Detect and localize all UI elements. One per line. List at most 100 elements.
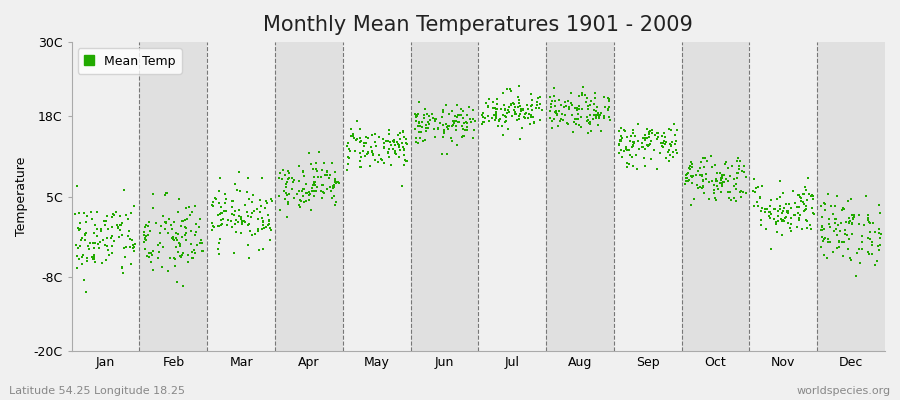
Point [72, 243, 86, 250]
Point [709, 196, 724, 203]
Point [478, 114, 492, 121]
Point [620, 134, 634, 140]
Point [308, 179, 322, 186]
Point [628, 152, 643, 158]
Point [796, 200, 811, 207]
Point [400, 158, 414, 164]
Point [562, 106, 576, 112]
Point [778, 215, 793, 222]
Point [660, 154, 674, 161]
Point [713, 180, 727, 186]
Point [415, 124, 429, 131]
Point [87, 240, 102, 246]
Point [281, 200, 295, 207]
Point [581, 120, 596, 126]
Point [152, 249, 166, 255]
Point [413, 135, 428, 142]
Point [280, 192, 294, 198]
Point [123, 209, 138, 216]
Point [306, 180, 320, 186]
Point [347, 148, 362, 154]
Point [477, 119, 491, 125]
Point [501, 126, 516, 132]
Point [855, 239, 869, 246]
Point [505, 113, 519, 120]
Point [592, 114, 607, 120]
Point [504, 101, 518, 107]
Point [544, 100, 558, 107]
Point [818, 207, 832, 213]
Point [279, 181, 293, 187]
Point [375, 136, 390, 142]
Point [874, 231, 888, 237]
Point [826, 210, 841, 217]
Point [842, 254, 857, 261]
Point [709, 178, 724, 184]
Point [260, 222, 274, 228]
Point [364, 148, 379, 154]
Point [418, 125, 433, 131]
Point [817, 200, 832, 206]
Point [214, 209, 229, 216]
Point [795, 226, 809, 233]
Point [552, 108, 566, 114]
Point [546, 93, 561, 99]
Point [86, 240, 100, 246]
Point [235, 221, 249, 227]
Point [127, 244, 141, 250]
Point [580, 130, 595, 136]
Point [71, 210, 86, 216]
Point [364, 132, 379, 138]
Point [101, 246, 115, 253]
Point [602, 98, 616, 104]
Point [690, 185, 705, 191]
Point [73, 226, 87, 232]
Point [792, 204, 806, 211]
Point [274, 170, 288, 176]
Point [124, 261, 139, 267]
Point [228, 220, 242, 227]
Point [873, 242, 887, 248]
Point [395, 129, 410, 136]
Point [115, 232, 130, 239]
Point [328, 176, 342, 182]
Point [641, 143, 655, 150]
Point [651, 130, 665, 136]
Point [588, 90, 602, 96]
Point [612, 142, 626, 148]
Point [260, 200, 274, 206]
Point [212, 239, 226, 246]
Point [635, 144, 650, 150]
Point [286, 177, 301, 184]
Point [638, 145, 652, 152]
Point [729, 198, 743, 204]
Point [797, 184, 812, 190]
Point [438, 102, 453, 108]
Point [683, 163, 698, 170]
Point [397, 146, 411, 152]
Point [832, 228, 847, 234]
Point [141, 219, 156, 226]
Point [182, 204, 196, 210]
Point [511, 94, 526, 100]
Bar [614, 42, 681, 351]
Point [327, 183, 341, 190]
Point [160, 268, 175, 274]
Point [647, 132, 662, 138]
Point [350, 118, 365, 124]
Point [613, 138, 627, 144]
Point [446, 122, 460, 128]
Text: worldspecies.org: worldspecies.org [796, 386, 891, 396]
Point [436, 134, 450, 140]
Point [725, 162, 740, 169]
Point [709, 170, 724, 176]
Point [110, 222, 124, 228]
Point [683, 166, 698, 173]
Point [489, 113, 503, 120]
Point [214, 217, 229, 223]
Point [272, 193, 286, 199]
Point [441, 123, 455, 129]
Point [527, 120, 542, 126]
Point [697, 164, 711, 170]
Point [212, 174, 227, 181]
